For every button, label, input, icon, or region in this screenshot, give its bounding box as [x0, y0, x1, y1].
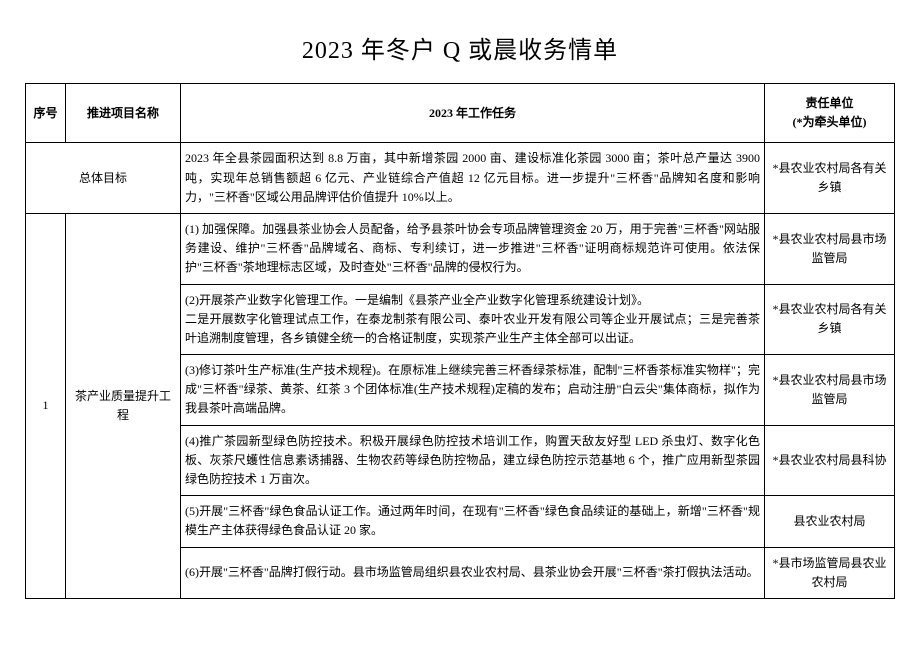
task-table: 序号 推进项目名称 2023 年工作任务 责任单位(*为牵头单位) 总体目标 2… — [25, 83, 895, 599]
cell-unit-1-1: *县农业农村局县市场监管局 — [765, 213, 895, 284]
cell-index-1: 1 — [26, 213, 66, 598]
cell-overall-project: 总体目标 — [26, 143, 181, 214]
cell-overall-task: 2023 年全县茶园面积达到 8.8 万亩，其中新增茶园 2000 亩、建设标准… — [181, 143, 765, 214]
cell-project-1: 茶产业质量提升工程 — [66, 213, 181, 598]
page-title: 2023 年冬户 Q 或晨收务情单 — [25, 30, 895, 65]
cell-unit-1-5: 县农业农村局 — [765, 496, 895, 547]
cell-task-1-1: (1) 加强保障。加强县茶业协会人员配备，给予县茶叶协会专项品牌管理资金 20 … — [181, 213, 765, 284]
cell-unit-1-6: *县市场监管局县农业农村局 — [765, 547, 895, 598]
table-row: 1 茶产业质量提升工程 (1) 加强保障。加强县茶业协会人员配备，给予县茶叶协会… — [26, 213, 895, 284]
table-row-overall: 总体目标 2023 年全县茶园面积达到 8.8 万亩，其中新增茶园 2000 亩… — [26, 143, 895, 214]
table-header-row: 序号 推进项目名称 2023 年工作任务 责任单位(*为牵头单位) — [26, 84, 895, 143]
cell-unit-1-2: *县农业农村局各有关乡镇 — [765, 284, 895, 355]
cell-task-1-4: (4)推广茶园新型绿色防控技术。积极开展绿色防控技术培训工作，购置天敌友好型 L… — [181, 425, 765, 496]
header-task: 2023 年工作任务 — [181, 84, 765, 143]
cell-task-1-5: (5)开展"三杯香"绿色食品认证工作。通过两年时间，在现有"三杯香"绿色食品续证… — [181, 496, 765, 547]
cell-task-1-2: (2)开展茶产业数字化管理工作。一是编制《县茶产业全产业数字化管理系统建设计划》… — [181, 284, 765, 355]
header-unit: 责任单位(*为牵头单位) — [765, 84, 895, 143]
cell-unit-1-3: *县农业农村局县市场监管局 — [765, 355, 895, 426]
header-project: 推进项目名称 — [66, 84, 181, 143]
cell-unit-1-4: *县农业农村局县科协 — [765, 425, 895, 496]
header-index: 序号 — [26, 84, 66, 143]
cell-overall-unit: *县农业农村局各有关乡镇 — [765, 143, 895, 214]
cell-task-1-3: (3)修订茶叶生产标准(生产技术规程)。在原标准上继续完善三杯香绿茶标准，配制"… — [181, 355, 765, 426]
cell-task-1-6: (6)开展"三杯香"品牌打假行动。县市场监管局组织县农业农村局、县茶业协会开展"… — [181, 547, 765, 598]
